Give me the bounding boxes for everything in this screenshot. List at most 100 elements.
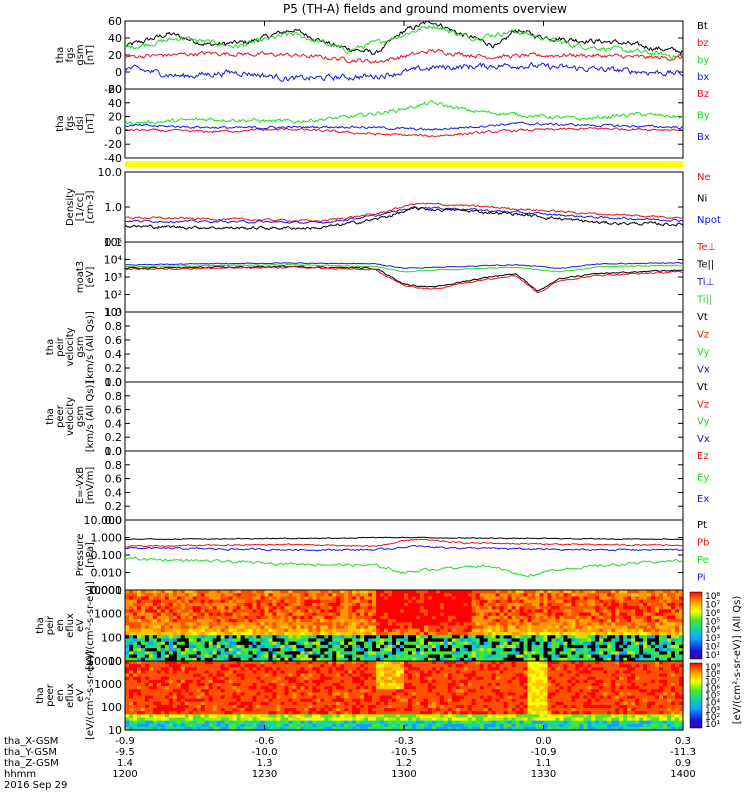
heatmap-cell <box>192 676 198 681</box>
heatmap-cell <box>455 654 461 659</box>
heatmap-cell <box>463 606 469 610</box>
heatmap-cell <box>659 622 664 627</box>
heatmap-cell <box>248 692 254 697</box>
heatmap-cell <box>407 673 413 678</box>
heatmap-cell <box>200 720 206 725</box>
heatmap-cell <box>300 602 305 607</box>
heatmap-cell <box>515 596 521 601</box>
heatmap-cell <box>180 651 186 656</box>
heatmap-cell <box>172 695 178 700</box>
heatmap-cell <box>132 664 138 668</box>
heatmap-cell <box>216 625 222 630</box>
heatmap-cell <box>132 695 138 700</box>
y-tick-label: 1000 <box>94 608 122 621</box>
heatmap-cell <box>196 635 202 640</box>
heatmap-cell <box>356 635 361 640</box>
heatmap-cell <box>419 609 425 614</box>
heatmap-cell <box>599 599 604 604</box>
heatmap-cell <box>184 590 190 594</box>
heatmap-cell <box>603 596 608 601</box>
legend-vx: Vx <box>697 434 710 445</box>
heatmap-cell <box>272 638 278 643</box>
heatmap-cell <box>156 711 162 715</box>
heatmap-cell <box>671 638 676 643</box>
heatmap-cell <box>611 619 616 623</box>
heatmap-cell <box>168 686 174 690</box>
heatmap-cell <box>611 654 616 659</box>
heatmap-cell <box>248 651 254 656</box>
heatmap-cell <box>260 638 266 643</box>
heatmap-cell <box>260 661 266 665</box>
heatmap-cell <box>400 692 405 697</box>
heatmap-cell <box>280 689 286 693</box>
heatmap-cell <box>188 664 194 668</box>
heatmap-cell <box>304 661 309 665</box>
heatmap-cell <box>344 606 349 610</box>
heatmap-cell <box>272 723 278 728</box>
heatmap-cell <box>152 654 158 659</box>
heatmap-cell <box>360 720 365 725</box>
heatmap-cell <box>511 619 517 623</box>
heatmap-cell <box>276 596 282 601</box>
heatmap-cell <box>172 602 178 607</box>
heatmap-cell <box>284 606 290 610</box>
heatmap-cell <box>427 590 433 594</box>
heatmap-cell <box>427 625 433 630</box>
heatmap-cell <box>140 689 146 693</box>
heatmap-cell <box>276 606 282 610</box>
heatmap-cell <box>136 689 142 693</box>
heatmap-cell <box>511 625 517 630</box>
heatmap-cell <box>212 711 218 715</box>
heatmap-cell <box>603 631 608 636</box>
heatmap-cell <box>244 720 250 725</box>
heatmap-cell <box>168 628 174 633</box>
heatmap-cell <box>356 689 361 693</box>
heatmap-cell <box>192 670 198 675</box>
heatmap-cell <box>224 720 230 725</box>
heatmap-cell <box>447 612 453 617</box>
heatmap-cell <box>256 717 262 722</box>
heatmap-cell <box>128 615 134 620</box>
y-axis-label-line: fgs <box>65 116 76 131</box>
heatmap-cell <box>176 602 182 607</box>
heatmap-cell <box>372 726 377 731</box>
heatmap-cell <box>591 654 596 659</box>
heatmap-cell <box>196 631 202 636</box>
heatmap-cell <box>212 590 218 594</box>
heatmap-cell <box>240 667 246 672</box>
heatmap-cell <box>368 686 373 690</box>
heatmap-cell <box>575 648 580 652</box>
heatmap-cell <box>475 606 481 610</box>
heatmap-cell <box>232 708 238 712</box>
heatmap-cell <box>132 638 138 643</box>
heatmap-cell <box>340 644 345 649</box>
heatmap-cell <box>128 622 134 627</box>
heatmap-cell <box>324 602 329 607</box>
heatmap-cell <box>296 622 301 627</box>
heatmap-cell <box>451 609 457 614</box>
heatmap-cell <box>539 590 545 594</box>
heatmap-cell <box>280 682 286 687</box>
heatmap-cell <box>447 654 453 659</box>
heatmap-cell <box>575 615 580 620</box>
heatmap-cell <box>579 644 584 649</box>
heatmap-cell <box>627 615 632 620</box>
heatmap-cell <box>575 628 580 633</box>
heatmap-cell <box>348 628 353 633</box>
heatmap-cell <box>276 593 282 598</box>
heatmap-cell <box>415 609 421 614</box>
heatmap-cell <box>352 723 357 728</box>
heatmap-cell <box>459 654 465 659</box>
heatmap-cell <box>352 664 357 668</box>
heatmap-cell <box>240 638 246 643</box>
heatmap-cell <box>176 615 182 620</box>
heatmap-cell <box>372 593 377 598</box>
heatmap-cell <box>675 606 680 610</box>
heatmap-cell <box>527 596 533 601</box>
heatmap-cell <box>411 711 417 715</box>
y-axis-label: moat3 [eV] <box>75 261 96 293</box>
heatmap-cell <box>224 651 230 656</box>
heatmap-cell <box>344 602 349 607</box>
heatmap-cell <box>300 676 305 681</box>
heatmap-cell <box>260 698 266 703</box>
